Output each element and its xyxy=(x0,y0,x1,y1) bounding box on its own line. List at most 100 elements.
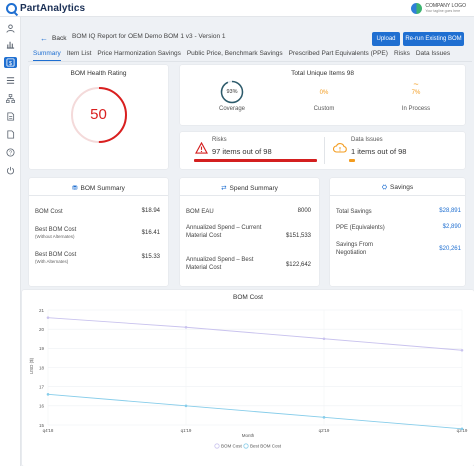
company-logo: COMPANY LOGO Your tagline goes here xyxy=(411,3,466,14)
tab-price-harmonization[interactable]: Price Harmonization Savings xyxy=(97,50,181,57)
total-savings-label: Total Savings xyxy=(336,209,372,215)
user-icon[interactable] xyxy=(5,23,16,34)
brand[interactable]: PartAnalytics xyxy=(6,2,86,14)
power-icon[interactable] xyxy=(5,165,16,176)
data-issues-bar xyxy=(349,159,355,162)
bom-eau-value: 8000 xyxy=(297,208,311,214)
chart-data-point xyxy=(322,337,326,341)
tab-bar: Summary Item List Price Harmonization Sa… xyxy=(33,50,456,61)
bom-cost-chart: BOM Cost USD ($) Month 15 16 17 18 19 20 21 q4… xyxy=(29,294,468,449)
bom-summary-icon: ⛃ xyxy=(72,185,78,192)
chart-y-tick-label: 18 xyxy=(39,365,45,370)
spend-current-value: $151,533 xyxy=(285,233,311,239)
tab-data-issues[interactable]: Data Issues xyxy=(415,50,451,57)
rerun-bom-button[interactable]: Re-run Existing BOM xyxy=(403,32,464,46)
chart-data-point xyxy=(46,316,50,319)
sidebar: $ ? xyxy=(0,17,21,466)
bom-eau-label: BOM EAU xyxy=(186,209,214,215)
in-process-value: 7% xyxy=(411,90,421,96)
risks-card[interactable]: Risks 97 items out of 98 Data Issues 1 i… xyxy=(180,132,465,169)
coverage-value: 93% xyxy=(226,89,238,95)
savings-icon: ⛭ xyxy=(381,184,388,191)
data-issues-label: Data Issues xyxy=(351,137,383,143)
spend-summary-title: Spend Summary xyxy=(229,185,278,192)
chart-legend-label: BOM Cost xyxy=(221,444,243,449)
chart-y-tick-label: 19 xyxy=(39,346,45,351)
tab-public-price[interactable]: Public Price, Benchmark Savings xyxy=(186,50,283,57)
top-bar: PartAnalytics COMPANY LOGO Your tagline g… xyxy=(0,0,474,17)
total-savings-value: $28,891 xyxy=(439,208,461,214)
best-bom-cost-label: Best BOM Cost xyxy=(35,227,77,233)
savings-divider xyxy=(330,195,465,196)
back-button[interactable]: ← Back xyxy=(40,34,66,43)
bom-cost-value: $18.94 xyxy=(141,208,160,214)
back-label: Back xyxy=(52,35,67,42)
risks-label: Risks xyxy=(212,137,227,143)
custom-value: 0% xyxy=(319,90,329,96)
chart-x-tick-label: q2'19 xyxy=(319,428,330,433)
tabs-divider xyxy=(28,61,472,62)
chart-y-tick-label: 17 xyxy=(39,384,45,389)
savings-title: Savings xyxy=(390,184,414,191)
custom-label: Custom xyxy=(313,106,335,112)
chart-y-tick-label: 21 xyxy=(39,308,45,313)
dollar-icon[interactable]: $ xyxy=(4,57,17,68)
report-title: BOM IQ Report for OEM Demo BOM 1 v3 - Ve… xyxy=(72,33,226,40)
chart-data-point xyxy=(46,393,50,396)
chart-series-line xyxy=(47,393,463,430)
unique-items-title: Total Unique Items 98 xyxy=(291,70,354,77)
ppe-savings-value: $2,890 xyxy=(442,224,461,230)
chart-y-tick-label: 16 xyxy=(39,404,45,409)
coverage-label: Coverage xyxy=(218,106,245,112)
best-bom-cost-alt-value: $15.33 xyxy=(141,254,160,260)
upload-button[interactable]: Upload xyxy=(372,32,400,46)
health-score: 50 xyxy=(90,106,107,123)
bom-summary-divider xyxy=(29,195,168,196)
chart-x-tick-label: q3'19 xyxy=(457,428,468,433)
ppe-savings-label: PPE (Equivalents) xyxy=(336,225,385,231)
bom-summary-card: ⛃ BOM Summary BOM Cost $18.94 Best BOM Co… xyxy=(29,178,168,286)
svg-text:$: $ xyxy=(9,61,12,67)
company-tagline: Your tagline goes here xyxy=(425,8,461,13)
chart-data-point xyxy=(184,404,188,408)
health-gauge xyxy=(71,87,127,143)
spend-current-label: Annualized Spend – Current Material Cost xyxy=(186,225,262,239)
risks-divider xyxy=(324,137,325,164)
brand-name: PartAnalytics xyxy=(20,2,86,14)
tab-ppe[interactable]: Prescribed Part Equivalents (PPE) xyxy=(288,50,388,57)
chart-data-point xyxy=(460,348,464,352)
chart-x-label: Month xyxy=(242,433,255,438)
coverage-gauge xyxy=(220,80,244,104)
bar-chart-icon[interactable] xyxy=(5,39,16,50)
best-bom-cost-alt-label: Best BOM Cost xyxy=(35,252,77,258)
chart-series-line xyxy=(47,317,463,351)
chart-data-point xyxy=(460,427,464,431)
company-logo-icon xyxy=(411,3,423,14)
chart-y-tick-label: 20 xyxy=(39,327,45,332)
savings-card: ⛭ Savings Total Savings $28,891 PPE (Equi… xyxy=(330,178,465,286)
bom-health-title: BOM Health Rating xyxy=(70,70,127,77)
help-icon[interactable]: ? xyxy=(5,147,16,158)
tab-summary[interactable]: Summary xyxy=(33,50,61,61)
arrow-left-icon: ← xyxy=(40,34,48,43)
bom-health-card: BOM Health Rating 50 xyxy=(29,65,168,169)
in-process-symbol: ~ xyxy=(413,79,419,89)
file-icon[interactable] xyxy=(5,129,16,140)
spend-best-label: Annualized Spend – Best Material Cost xyxy=(186,257,254,271)
spend-summary-card: ⇄ Spend Summary BOM EAU 8000 Annualized S… xyxy=(180,178,319,286)
unique-items-card: Total Unique Items 98 93% Coverage 0% Cu… xyxy=(180,65,465,125)
brand-logo-icon xyxy=(6,2,17,14)
chart-legend-marker xyxy=(243,443,249,449)
in-process-label: In Process xyxy=(401,106,431,112)
spend-summary-divider xyxy=(180,195,319,196)
tab-risks[interactable]: Risks xyxy=(393,50,410,57)
warning-triangle-icon xyxy=(195,142,208,154)
data-issues-count: 1 items out of 98 xyxy=(351,147,407,156)
document-icon[interactable] xyxy=(5,111,16,122)
chart-y-tick-label: 15 xyxy=(39,423,45,428)
negotiation-savings-value: $20,261 xyxy=(439,246,461,252)
hierarchy-icon[interactable] xyxy=(5,93,16,104)
list-icon[interactable] xyxy=(5,75,16,86)
tab-item-list[interactable]: Item List xyxy=(66,50,92,57)
bom-cost-label: BOM Cost xyxy=(35,209,63,215)
